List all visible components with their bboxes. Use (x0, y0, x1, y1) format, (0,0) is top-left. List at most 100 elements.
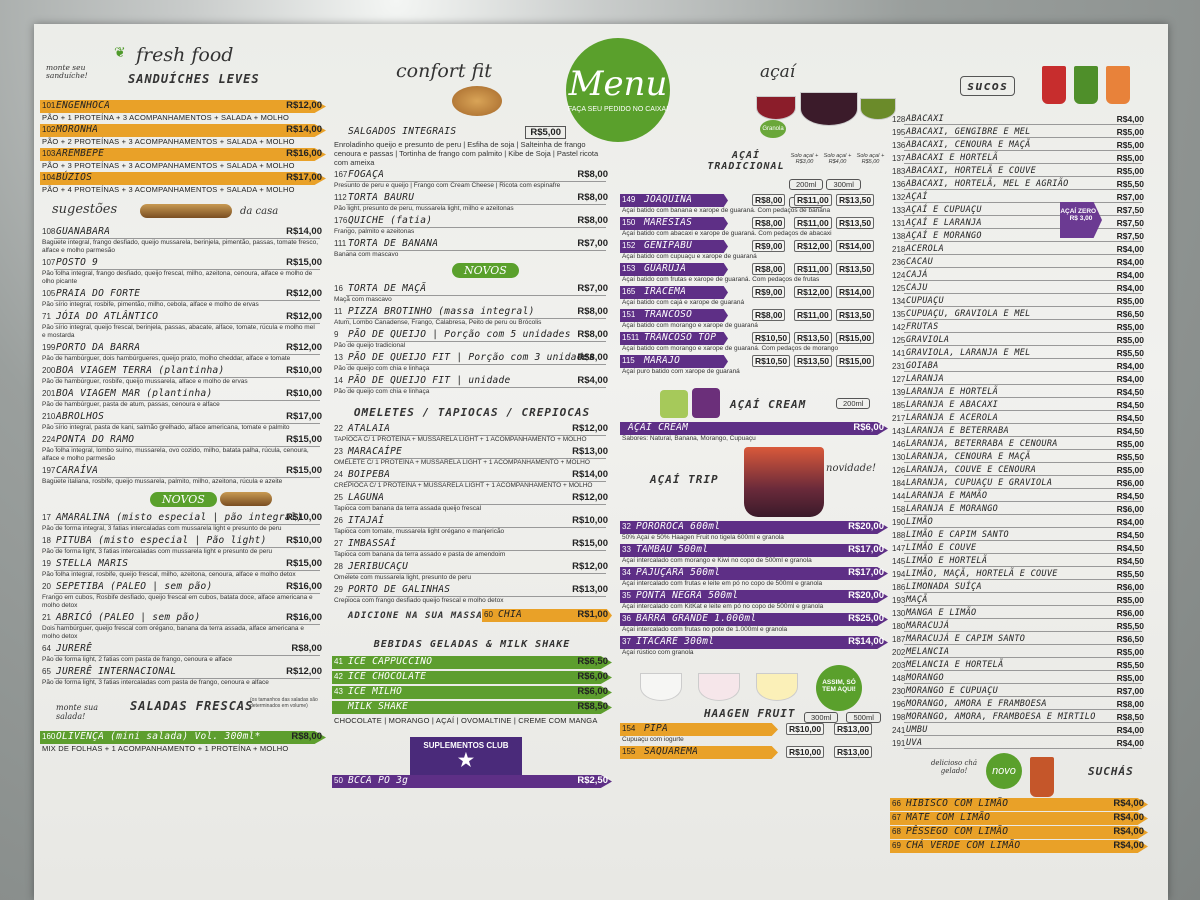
item-number: 141 (892, 349, 906, 358)
divider-line (346, 573, 606, 574)
divider-line (904, 462, 1142, 463)
menu-item-bar: 104 BÚZIOS R$17,00 (40, 172, 326, 185)
menu-board: monte seu sanduíche! fresh food SANDUÍCH… (34, 24, 1168, 900)
tea-glass-icon (1030, 757, 1054, 797)
item-price: R$12,00 (794, 286, 833, 298)
divider-line (904, 592, 1142, 593)
item-price: R$5,50 (1116, 452, 1144, 462)
item-desc: Pão de hambúrguer, pasta de atum, passas… (42, 401, 220, 408)
item-name: PRAIA DO FORTE (56, 288, 141, 299)
item-name: GUANABARA (56, 226, 111, 237)
item-price: R$16,00 (286, 581, 322, 592)
item-number: 195 (892, 128, 906, 137)
divider-line (904, 163, 1142, 164)
menu-item-row: 71 JÓIA DO ATLÂNTICO R$12,00 (40, 311, 326, 324)
item-price: R$15,00 (286, 257, 322, 268)
column-confort-fit: confort fit SALGADOS INTEGRAIS R$5,00 En… (332, 24, 612, 788)
item-desc: Açaí intercalado com frutas e leite em p… (622, 580, 823, 587)
item-name: LARANJA E MORANGO (906, 504, 999, 514)
item-number: 138 (892, 232, 906, 241)
item-name: UMBU (906, 725, 928, 735)
bar-fill (620, 723, 778, 736)
item-desc: Tapioca com banana da terra assado e pas… (334, 551, 506, 558)
item-number: 201 (42, 389, 56, 398)
menu-item-row: 184 LARANJA, CUPUAÇU E GRAVIOLA R$6,00 (890, 478, 1148, 489)
item-price: R$5,00 (1116, 439, 1144, 449)
menu-item-row: 198 MORANGO, AMORA, FRAMBOESA E MIRTILO R$… (890, 712, 1148, 723)
item-name: CUPUAÇU (906, 296, 944, 306)
item-desc: Pão de queijo tradicional (334, 342, 406, 349)
item-number: 65 (42, 667, 51, 676)
divider-line (346, 341, 606, 342)
divider-line (904, 670, 1142, 671)
trip-list: 32 POROROCA 600ml R$20,00 50% Açaí e 50% Ha… (620, 521, 888, 657)
item-number: 202 (892, 648, 906, 657)
acai-list: 149 JOAQUINA R$8,00 R$11,00 R$13,50 Açaí bati… (620, 194, 888, 376)
item-desc: Pão de queijo com chia e linhaça (334, 365, 430, 372)
acai-row: 152 GENIPABU R$9,00 R$12,00 R$14,00 (620, 240, 888, 253)
bar-fill (40, 172, 326, 185)
item-number: 18 (42, 536, 51, 545)
menu-item-row: 141 GRAVIOLA, LARANJA E MEL R$5,50 (890, 348, 1148, 359)
item-number: 20 (42, 582, 51, 591)
divider-line (346, 481, 606, 482)
divider-line (346, 181, 606, 182)
item-price: R$5,00 (1116, 465, 1144, 475)
menu-item-row: 13 PÃO DE QUEIJO FIT | Porção com 3 unida… (332, 352, 612, 365)
item-number: 217 (892, 414, 906, 423)
divider-line (904, 176, 1142, 177)
size-header: 200ml (789, 179, 824, 190)
salada-name: OLIVENÇA (mini salada) Vol. 300ml* (56, 731, 261, 742)
item-number: 144 (892, 492, 906, 501)
item-number: 34 (622, 568, 631, 577)
item-price: R$8,50 (1116, 712, 1144, 722)
menu-item-row: 195 ABACAXI, GENGIBRE E MEL R$5,00 (890, 127, 1148, 138)
bar-fill (620, 355, 728, 368)
item-number: 112 (334, 193, 347, 202)
item-price: R$4,00 (1113, 812, 1144, 823)
menu-item-row: 138 AÇAÍ E MORANGO R$7,50 (890, 231, 1148, 242)
item-price: R$14,00 (848, 636, 884, 647)
item-name: CAJÁ (906, 270, 928, 280)
item-name: TRANCOSO TOP (644, 332, 717, 343)
trip-cup-icon (744, 447, 824, 517)
menu-item-row: 197 CARAÍVA R$15,00 (40, 465, 326, 478)
menu-item-bar: 103 AREMBEPE R$16,00 (40, 148, 326, 161)
item-number: 134 (892, 297, 906, 306)
menu-item-row: 105 PRAIA DO FORTE R$12,00 (40, 288, 326, 301)
divider-line (346, 596, 606, 597)
item-price: R$13,00 (572, 446, 608, 457)
item-desc: Açaí batido com abacaxi e xarope de guar… (622, 230, 832, 237)
item-price: R$4,00 (1116, 725, 1144, 735)
item-number: 139 (892, 388, 906, 397)
item-number: 187 (892, 635, 906, 644)
item-number: 108 (42, 227, 56, 236)
item-price: R$15,00 (286, 558, 322, 569)
item-name: AMARALINA (misto especial | pão integral… (56, 512, 303, 523)
item-number: 29 (334, 585, 343, 594)
divider-line (54, 570, 320, 571)
item-number: 130 (892, 609, 906, 618)
item-price: R$15,00 (286, 434, 322, 445)
item-name: MELANCIA E HORTELÃ (906, 660, 1004, 670)
menu-item-row: 16 TORTA DE MAÇÃ R$7,00 (332, 283, 612, 296)
menu-item-row: 146 LARANJA, BETERRABA E CENOURA R$5,00 (890, 439, 1148, 450)
item-price: R$10,00 (786, 723, 825, 735)
item-desc: Pão de queijo com chia e linhaça (334, 388, 430, 395)
item-price: R$4,50 (1116, 491, 1144, 501)
menu-item-row: 137 ABACAXI E HORTELÃ R$5,00 (890, 153, 1148, 164)
item-desc: Banana com mascavo (334, 251, 399, 258)
suchas-title: SUCHÁS (1088, 765, 1134, 778)
menu-item-row: 202 MELANCIA R$5,00 (890, 647, 1148, 658)
item-name: MARESIAS (644, 217, 693, 228)
sugestoes-label: sugestões (52, 202, 118, 217)
item-desc: Pão de forma light, 2 fatias com pasta d… (42, 656, 233, 663)
item-name: AÇAÍ (906, 192, 928, 202)
bcca-price: R$2,50 (577, 775, 608, 786)
omeletes-title: OMELETES / TAPIOCAS / CREPIOCAS (353, 406, 591, 419)
menu-item-row: 64 JURERÊ R$8,00 (40, 643, 326, 656)
menu-item-row: 20 SEPETIBA (PALEO | sem pão) R$16,00 (40, 581, 326, 594)
item-desc: Pão folha integral, lombo suíno, mussare… (42, 447, 309, 462)
item-price: R$7,00 (577, 283, 608, 294)
bar-fill (890, 812, 1148, 825)
